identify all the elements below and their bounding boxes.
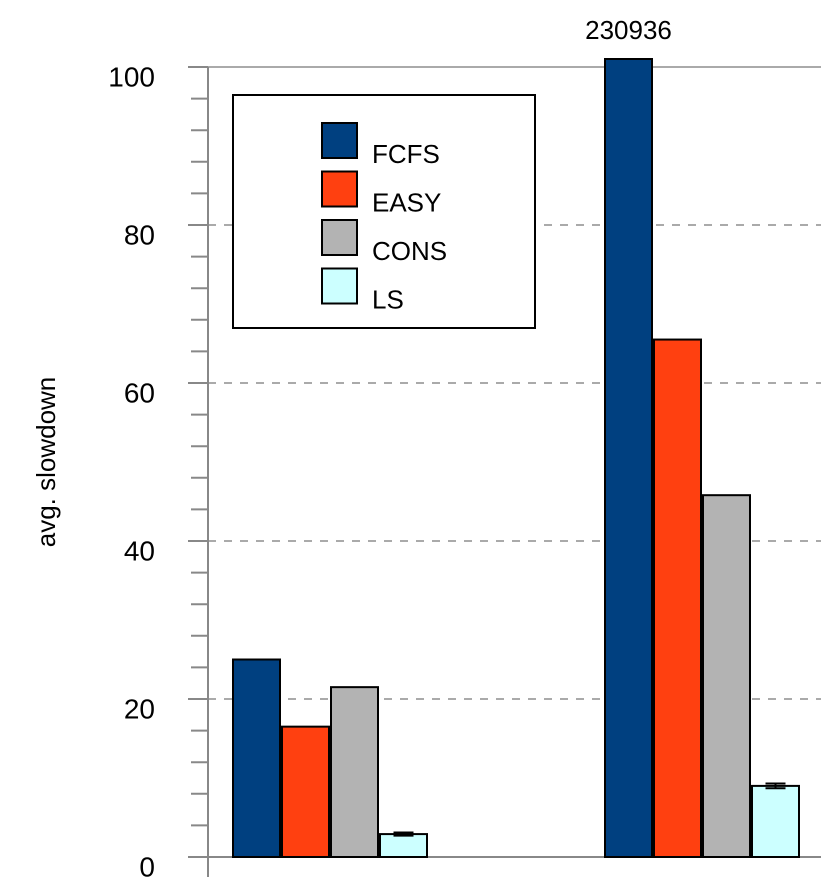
y-tick-label: 80 [124,219,155,250]
legend-label: LS [372,284,404,314]
bar [653,338,702,858]
legend-label: EASY [372,187,441,217]
legend-box [232,94,536,329]
y-axis-label: avg. slowdown [31,377,61,548]
bar [379,833,428,859]
value-label: 230936 [585,15,672,45]
y-tick-label: 60 [124,377,155,408]
y-tick-label: 0 [139,851,155,882]
legend-swatch [321,170,358,208]
bar [751,784,800,859]
y-tick-label: 100 [108,61,155,92]
bar [281,725,330,859]
bar [702,494,751,858]
bar [232,658,281,858]
legend-swatch [321,267,358,305]
legend-label: CONS [372,236,447,266]
bar [330,686,379,859]
bar [604,58,653,858]
error-bar [765,782,786,790]
error-bar [393,831,414,837]
y-tick-label: 40 [124,535,155,566]
y-tick-label: 20 [124,693,155,724]
legend-label: FCFS [372,139,440,169]
legend-swatch [321,122,358,159]
legend-swatch [321,219,358,256]
